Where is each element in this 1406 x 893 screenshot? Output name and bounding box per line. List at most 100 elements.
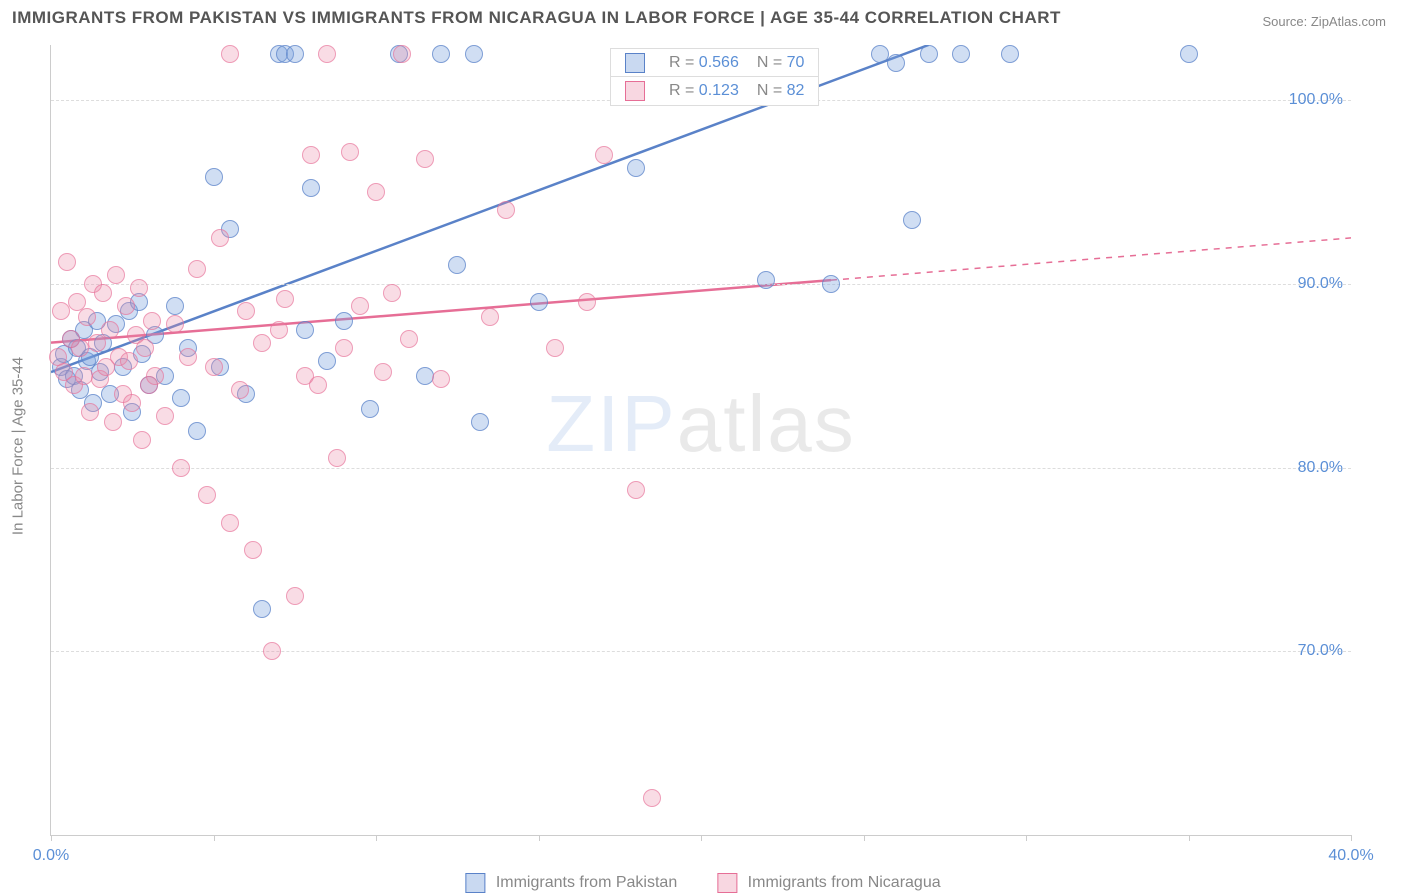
legend-stats-row-2: R = 0.123 N = 82: [610, 76, 819, 106]
data-point: [822, 275, 840, 293]
trend-lines-layer: [51, 45, 1351, 835]
data-point: [205, 168, 223, 186]
data-point: [335, 312, 353, 330]
data-point: [416, 367, 434, 385]
data-point: [143, 312, 161, 330]
data-point: [627, 481, 645, 499]
data-point: [481, 308, 499, 326]
data-point: [361, 400, 379, 418]
data-point: [448, 256, 466, 274]
data-point: [120, 352, 138, 370]
data-point: [231, 381, 249, 399]
legend-stats-row-1: R = 0.566 N = 70: [610, 48, 819, 78]
x-tick-label: 0.0%: [33, 847, 69, 865]
data-point: [253, 600, 271, 618]
data-point: [107, 266, 125, 284]
data-point: [205, 358, 223, 376]
data-point: [643, 789, 661, 807]
data-point: [286, 45, 304, 63]
data-point: [172, 389, 190, 407]
data-point: [887, 54, 905, 72]
data-point: [302, 146, 320, 164]
data-point: [595, 146, 613, 164]
data-point: [1180, 45, 1198, 63]
data-point: [263, 642, 281, 660]
data-point: [335, 339, 353, 357]
legend-swatch-blue: [625, 53, 645, 73]
x-tick: [376, 835, 377, 841]
data-point: [903, 211, 921, 229]
x-tick: [51, 835, 52, 841]
chart-title: IMMIGRANTS FROM PAKISTAN VS IMMIGRANTS F…: [12, 8, 1061, 28]
data-point: [117, 297, 135, 315]
data-point: [1001, 45, 1019, 63]
data-point: [351, 297, 369, 315]
data-point: [871, 45, 889, 63]
y-tick-label: 70.0%: [1298, 642, 1343, 660]
data-point: [546, 339, 564, 357]
data-point: [432, 45, 450, 63]
data-point: [341, 143, 359, 161]
data-point: [920, 45, 938, 63]
data-point: [471, 413, 489, 431]
data-point: [432, 370, 450, 388]
data-point: [146, 367, 164, 385]
data-point: [367, 183, 385, 201]
x-tick-label: 40.0%: [1328, 847, 1373, 865]
data-point: [166, 315, 184, 333]
data-point: [309, 376, 327, 394]
data-point: [416, 150, 434, 168]
data-point: [58, 253, 76, 271]
data-point: [188, 260, 206, 278]
x-tick: [701, 835, 702, 841]
data-point: [94, 284, 112, 302]
data-point: [400, 330, 418, 348]
data-point: [179, 348, 197, 366]
y-tick-label: 90.0%: [1298, 275, 1343, 293]
data-point: [52, 302, 70, 320]
data-point: [75, 367, 93, 385]
data-point: [244, 541, 262, 559]
x-tick: [1189, 835, 1190, 841]
data-point: [166, 297, 184, 315]
data-point: [133, 431, 151, 449]
y-tick-label: 80.0%: [1298, 459, 1343, 477]
data-point: [130, 279, 148, 297]
gridline: [51, 284, 1351, 285]
data-point: [393, 45, 411, 63]
data-point: [81, 403, 99, 421]
data-point: [270, 321, 288, 339]
source-label: Source: ZipAtlas.com: [1262, 14, 1386, 29]
data-point: [530, 293, 548, 311]
data-point: [497, 201, 515, 219]
x-tick: [539, 835, 540, 841]
gridline: [51, 651, 1351, 652]
x-tick: [1351, 835, 1352, 841]
data-point: [757, 271, 775, 289]
data-point: [123, 394, 141, 412]
data-point: [104, 413, 122, 431]
scatter-plot: ZIPatlas 70.0%80.0%90.0%100.0%0.0%40.0%: [50, 45, 1351, 836]
data-point: [328, 449, 346, 467]
data-point: [318, 352, 336, 370]
data-point: [221, 514, 239, 532]
data-point: [276, 290, 294, 308]
legend-item-nicaragua: Immigrants from Nicaragua: [717, 873, 940, 893]
legend-swatch-pink-icon: [717, 873, 737, 893]
legend-item-pakistan: Immigrants from Pakistan: [465, 873, 677, 893]
data-point: [198, 486, 216, 504]
data-point: [296, 321, 314, 339]
data-point: [465, 45, 483, 63]
data-point: [286, 587, 304, 605]
data-point: [253, 334, 271, 352]
data-point: [172, 459, 190, 477]
legend-swatch-blue-icon: [465, 873, 485, 893]
x-tick: [214, 835, 215, 841]
gridline: [51, 468, 1351, 469]
y-tick-label: 100.0%: [1289, 91, 1343, 109]
x-tick: [1026, 835, 1027, 841]
data-point: [221, 45, 239, 63]
data-point: [101, 321, 119, 339]
data-point: [237, 302, 255, 320]
data-point: [383, 284, 401, 302]
